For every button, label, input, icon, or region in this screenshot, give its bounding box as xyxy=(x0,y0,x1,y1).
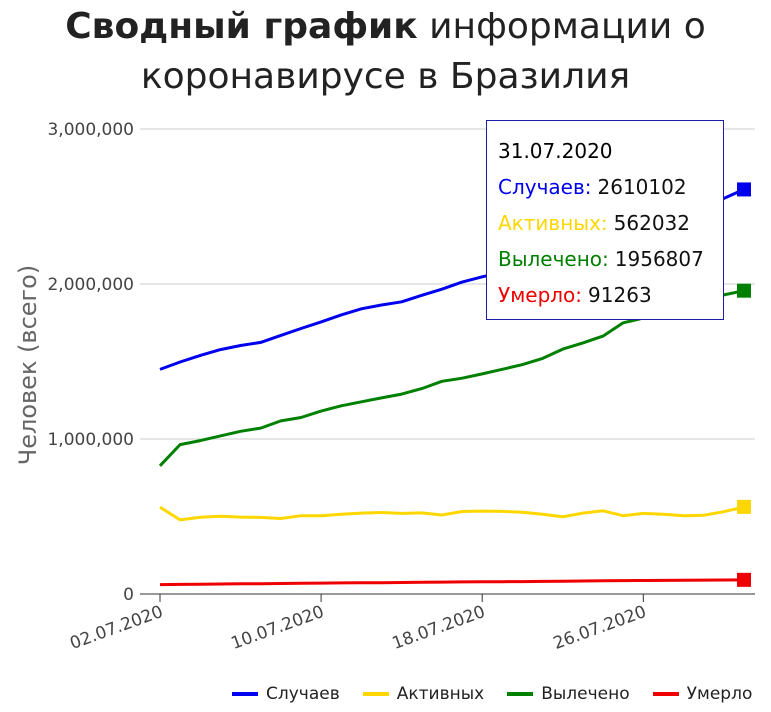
x-tick-label: 18.07.2020 xyxy=(390,602,488,654)
series-end-marker xyxy=(737,283,751,298)
tooltip-label: Умерло: xyxy=(498,283,583,307)
tooltip-value: 1956807 xyxy=(614,247,704,271)
y-axis-label: Человек (всего) xyxy=(14,265,42,465)
x-tick-label: 26.07.2020 xyxy=(551,602,649,654)
tooltip-value: 562032 xyxy=(613,211,690,235)
series-line xyxy=(159,578,745,587)
legend: Случаев Активных Вылечено Умерло xyxy=(232,681,752,707)
y-tick-label: 0 xyxy=(123,585,134,605)
tooltip-row-cases: Случаев: 2610102 xyxy=(498,171,723,207)
chart-title-bold: Сводный график xyxy=(65,6,418,47)
legend-item-deaths[interactable]: Умерло xyxy=(652,684,753,704)
tooltip-row-recovered: Вылечено: 1956807 xyxy=(498,243,723,279)
chart-title-rest: информации о коронавирусе в Бразилия xyxy=(140,6,706,97)
tooltip-label: Вылечено: xyxy=(498,247,609,271)
tooltip-label: Активных: xyxy=(498,211,608,235)
legend-swatch xyxy=(652,692,679,696)
legend-item-cases[interactable]: Случаев xyxy=(232,684,340,704)
x-tick-label: 10.07.2020 xyxy=(228,602,326,654)
tooltip-label: Случаев: xyxy=(498,175,592,199)
legend-swatch xyxy=(362,692,389,696)
series-end-marker xyxy=(737,499,751,514)
legend-label: Вылечено xyxy=(541,684,630,704)
legend-label: Умерло xyxy=(686,684,753,704)
series-end-marker xyxy=(737,572,751,587)
legend-swatch xyxy=(507,692,534,696)
tooltip-row-deaths: Умерло: 91263 xyxy=(498,279,723,315)
y-tick-label: 3,000,000 xyxy=(47,120,134,140)
series-end-marker xyxy=(737,182,751,197)
end-markers xyxy=(737,182,751,587)
y-tick-labels: 0 1,000,000 2,000,000 3,000,000 xyxy=(47,120,134,605)
y-tick-label: 2,000,000 xyxy=(47,275,134,295)
series-line xyxy=(159,505,745,522)
x-tick-label: 02.07.2020 xyxy=(67,602,165,654)
legend-item-active[interactable]: Активных xyxy=(362,684,485,704)
chart-title: Сводный график информации о коронавирусе… xyxy=(0,2,771,102)
legend-swatch xyxy=(232,692,258,696)
tooltip-row-active: Активных: 562032 xyxy=(498,207,723,243)
y-tick-label: 1,000,000 xyxy=(47,430,134,450)
legend-label: Активных xyxy=(396,684,485,704)
tooltip-value: 91263 xyxy=(588,283,652,307)
tooltip-value: 2610102 xyxy=(597,175,687,199)
legend-label: Случаев xyxy=(266,684,340,704)
x-tick-labels: 02.07.2020 10.07.2020 18.07.2020 26.07.2020 xyxy=(67,594,649,654)
legend-item-recovered[interactable]: Вылечено xyxy=(507,684,630,704)
hover-tooltip: 31.07.2020 Случаев: 2610102 Активных: 5620… xyxy=(486,120,724,320)
tooltip-date: 31.07.2020 xyxy=(498,139,613,163)
